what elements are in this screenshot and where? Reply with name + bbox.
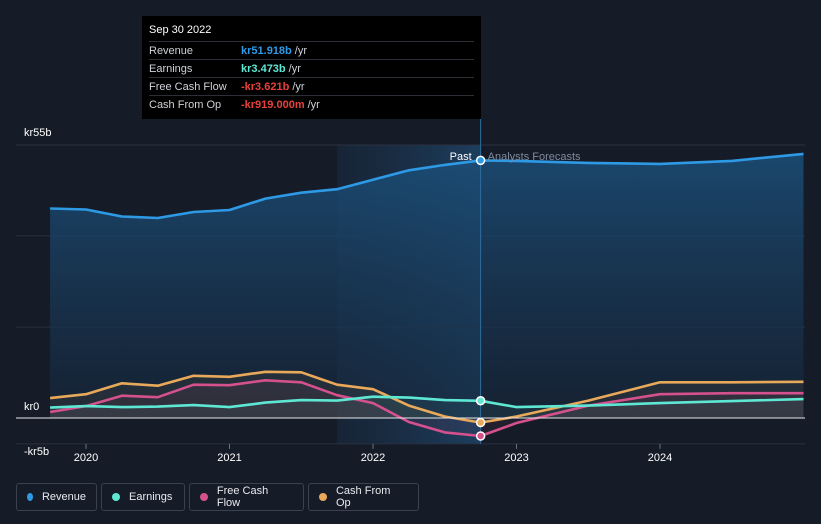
x-tick-label: 2021 bbox=[217, 452, 241, 464]
chart-area: Past Analysts Forecasts kr55b kr0 -kr5b 2020 2… bbox=[16, 119, 805, 464]
tooltip-row-free-cash-flow: Free Cash Flow -kr3.621b /yr bbox=[149, 77, 474, 95]
legend-label: Cash From Op bbox=[335, 485, 391, 509]
legend-label: Revenue bbox=[41, 491, 86, 503]
legend-dot-icon bbox=[112, 493, 120, 501]
legend-item-earnings[interactable]: Earnings bbox=[101, 483, 185, 511]
tooltip-value: kr51.918b bbox=[241, 44, 292, 57]
legend-item-cash-from-op[interactable]: Cash From Op bbox=[308, 483, 419, 511]
x-tick-label: 2024 bbox=[648, 452, 672, 464]
series-area-free-cash-flow bbox=[50, 380, 804, 436]
legend-dot-icon bbox=[27, 493, 33, 501]
series-line-earnings bbox=[50, 395, 804, 409]
legend-item-revenue[interactable]: Revenue bbox=[16, 483, 97, 511]
x-tick-label: 2020 bbox=[74, 452, 98, 464]
tooltip-label: Cash From Op bbox=[149, 98, 222, 111]
legend-label: Free Cash Flow bbox=[216, 485, 269, 509]
tooltip-unit: /yr bbox=[288, 62, 301, 75]
forecast-label: Analysts Forecasts bbox=[488, 151, 581, 163]
legend-dot-icon bbox=[200, 493, 208, 501]
legend-item-free-cash-flow[interactable]: Free Cash Flow bbox=[189, 483, 304, 511]
y-tick-label: kr55b bbox=[24, 127, 52, 139]
y-tick-label: -kr5b bbox=[24, 446, 49, 458]
legend-label: Earnings bbox=[129, 491, 173, 503]
series-area-revenue bbox=[50, 153, 804, 418]
tooltip-unit: /yr bbox=[294, 44, 307, 57]
tooltip: Sep 30 2022 Revenue kr51.918b /yr Earnin… bbox=[142, 16, 481, 119]
tooltip-label: Earnings bbox=[149, 62, 193, 75]
marker-revenue bbox=[475, 155, 486, 166]
marker-free-cash-flow bbox=[475, 431, 486, 441]
tooltip-date: Sep 30 2022 bbox=[149, 24, 212, 36]
series-line-cash-from-op bbox=[49, 370, 804, 424]
tooltip-value: -kr3.621b bbox=[241, 80, 290, 93]
tooltip-label: Free Cash Flow bbox=[149, 80, 227, 93]
tooltip-row-cash-from-op: Cash From Op -kr919.000m /yr bbox=[149, 95, 474, 113]
series-area-earnings bbox=[50, 396, 804, 418]
tooltip-unit: /yr bbox=[292, 80, 305, 93]
marker-earnings bbox=[475, 396, 486, 406]
tooltip-label: Revenue bbox=[149, 44, 194, 57]
tooltip-row-revenue: Revenue kr51.918b /yr bbox=[149, 41, 474, 59]
tooltip-value: -kr919.000m bbox=[241, 98, 305, 111]
y-tick-label: kr0 bbox=[24, 401, 39, 413]
x-tick-label: 2022 bbox=[361, 452, 385, 464]
marker-cash-from-op bbox=[475, 417, 486, 428]
series-line-revenue bbox=[50, 152, 804, 220]
tooltip-unit: /yr bbox=[307, 98, 320, 111]
legend-dot-icon bbox=[319, 493, 327, 501]
past-label: Past bbox=[450, 151, 472, 163]
tooltip-row-earnings: Earnings kr3.473b /yr bbox=[149, 59, 474, 77]
x-tick-label: 2023 bbox=[504, 452, 528, 464]
tooltip-value: kr3.473b bbox=[241, 62, 286, 75]
